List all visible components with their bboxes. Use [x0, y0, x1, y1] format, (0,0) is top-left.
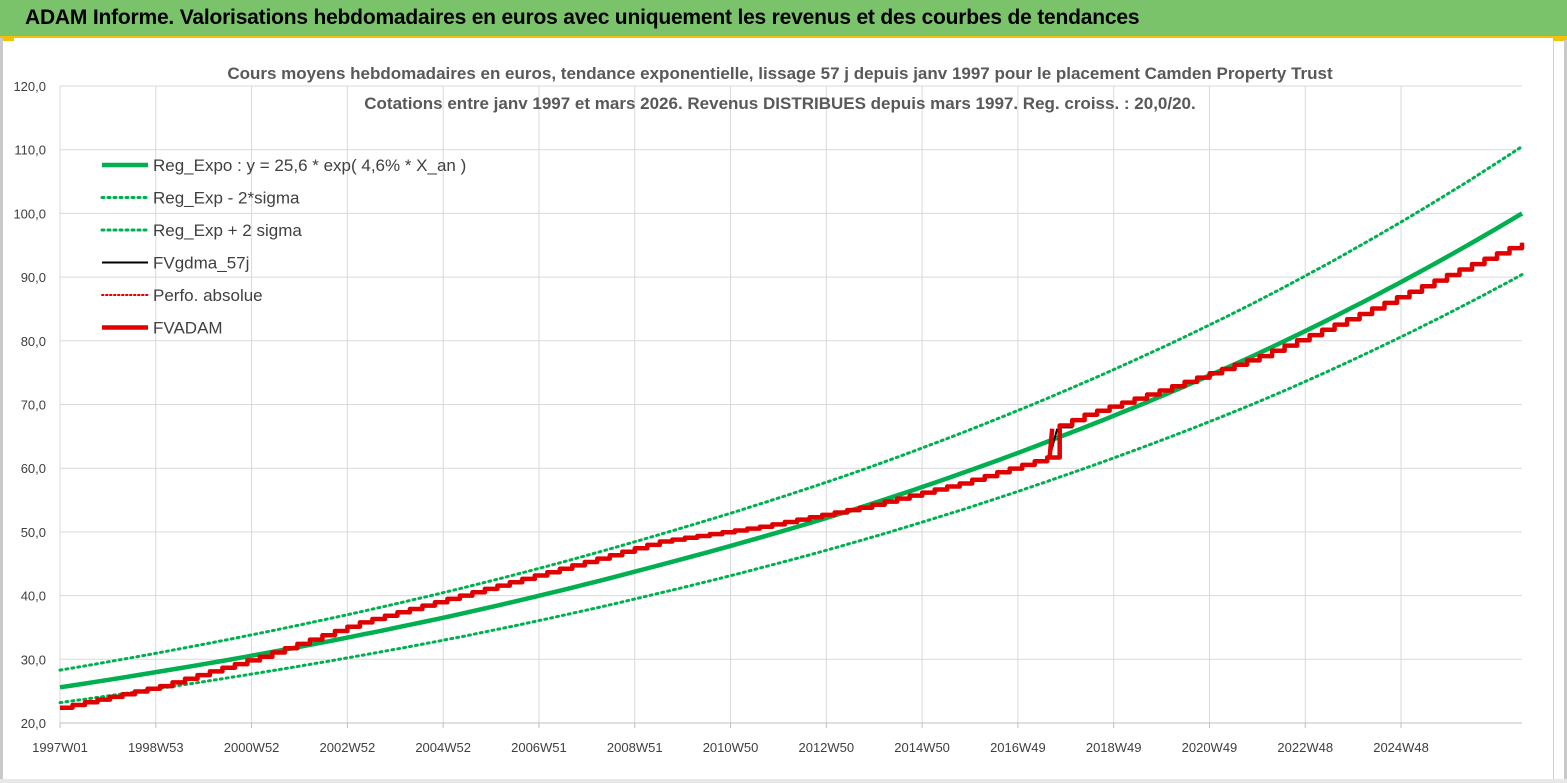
y-tick-label: 50,0 [21, 525, 46, 540]
x-tick-label: 1998W53 [128, 740, 184, 755]
x-tick-label: 2000W52 [224, 740, 280, 755]
y-tick-label: 70,0 [21, 398, 46, 413]
x-tick-label: 2010W50 [703, 740, 759, 755]
legend-label: FVgdma_57j [153, 254, 249, 273]
series-line-reg_exp [58, 145, 1524, 672]
y-tick-label: 30,0 [21, 652, 46, 667]
header-banner: ADAM Informe. Valorisations hebdomadaire… [0, 0, 1567, 38]
frame-left-border [0, 38, 3, 783]
chart-grid [59, 85, 1522, 728]
x-tick-label: 1997W01 [32, 740, 88, 755]
x-tick-label: 2014W50 [894, 740, 950, 755]
x-tick-label: 2020W49 [1182, 740, 1238, 755]
x-tick-label: 2004W52 [415, 740, 471, 755]
y-tick-label: 90,0 [21, 270, 46, 285]
legend-label: Reg_Exp - 2*sigma [153, 189, 300, 208]
legend-label: Reg_Exp + 2 sigma [153, 221, 302, 240]
y-tick-label: 20,0 [21, 716, 46, 731]
chart-area: 20,0 30,0 40,0 50,0 60,0 70,0 80,0 90,0 100,0 110… [13, 64, 1525, 755]
x-tick-label: 2024W48 [1373, 740, 1429, 755]
x-tick-label: 2012W50 [798, 740, 854, 755]
x-tick-label: 2002W52 [320, 740, 376, 755]
chart-legend: Reg_Expo : y = 25,6 * exp( 4,6% * X_an )… [100, 156, 466, 338]
x-tick-label: 2016W49 [990, 740, 1046, 755]
frame-right-edge [1564, 40, 1567, 783]
x-tick-label: 2008W51 [607, 740, 663, 755]
legend-label: FVADAM [153, 319, 223, 338]
accent-mark-right [1553, 38, 1567, 41]
series-line-reg_exp [58, 273, 1524, 705]
x-tick-label: 2018W49 [1086, 740, 1142, 755]
series-line-fvgdma_57j [60, 242, 1523, 709]
x-axis-ticks: 1997W01 1998W53 2000W52 2002W52 2004W52 2006W… [32, 740, 1429, 755]
chart-series [58, 145, 1525, 710]
y-axis-ticks: 20,0 30,0 40,0 50,0 60,0 70,0 80,0 90,0 100,0 110… [13, 79, 46, 731]
accent-mark-left [0, 38, 14, 41]
x-tick-label: 2006W51 [511, 740, 567, 755]
y-tick-label: 120,0 [13, 79, 46, 94]
frame-right-border [1553, 40, 1554, 783]
chart-title: Cours moyens hebdomadaires en euros, ten… [227, 64, 1333, 83]
y-tick-label: 110,0 [14, 143, 46, 158]
legend-label: Reg_Expo : y = 25,6 * exp( 4,6% * X_an ) [153, 156, 466, 175]
y-tick-label: 40,0 [21, 589, 46, 604]
y-tick-label: 100,0 [13, 206, 46, 221]
chart-subtitle: Cotations entre janv 1997 et mars 2026. … [364, 94, 1195, 113]
x-tick-label: 2022W48 [1277, 740, 1333, 755]
page-title: ADAM Informe. Valorisations hebdomadaire… [25, 6, 1140, 29]
y-tick-label: 60,0 [21, 461, 46, 476]
y-tick-label: 80,0 [21, 334, 46, 349]
frame-bottom-border [0, 779, 1567, 783]
series-line-fvadam [60, 242, 1525, 710]
series-line-reg_expo [59, 211, 1524, 690]
legend-label: Perfo. absolue [153, 286, 263, 305]
